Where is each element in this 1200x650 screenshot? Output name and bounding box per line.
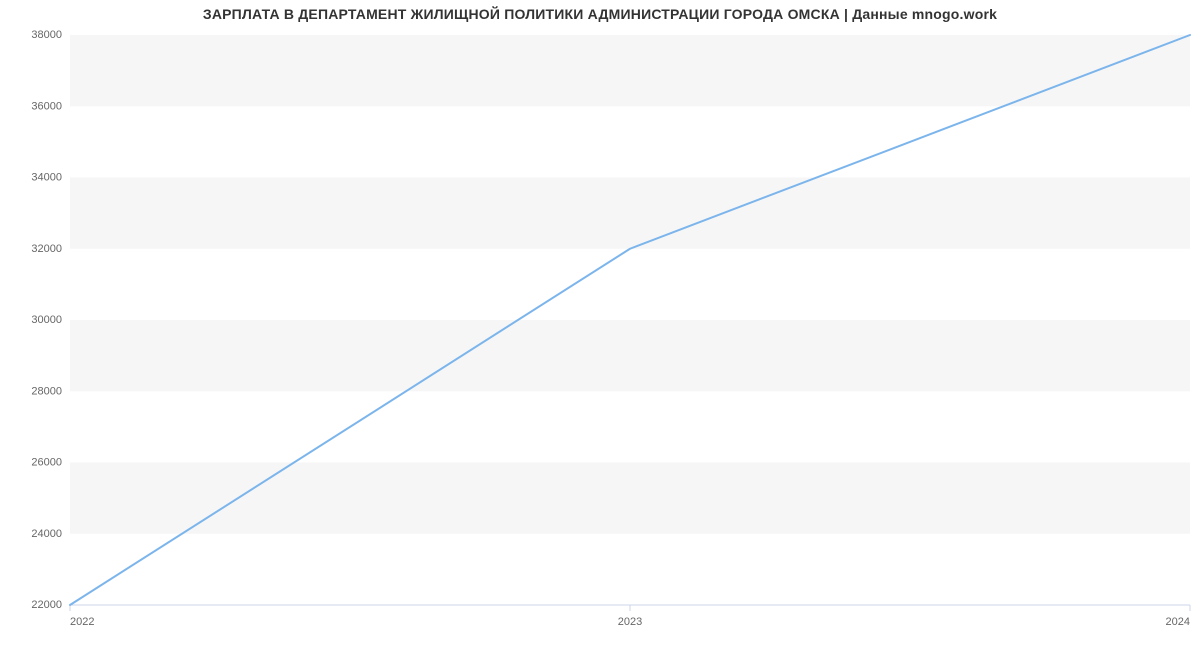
plot-band	[70, 391, 1190, 462]
y-tick-label: 34000	[31, 171, 62, 183]
y-tick-label: 36000	[31, 100, 62, 112]
y-tick-label: 32000	[31, 243, 62, 255]
salary-line-chart: ЗАРПЛАТА В ДЕПАРТАМЕНТ ЖИЛИЩНОЙ ПОЛИТИКИ…	[0, 0, 1200, 650]
x-tick-label: 2022	[70, 616, 94, 628]
y-tick-label: 38000	[31, 29, 62, 41]
y-tick-label: 22000	[31, 599, 62, 611]
plot-band	[70, 35, 1190, 106]
chart-svg: 22000 24000 26000 28000 30000 32000 34000 36000…	[0, 0, 1200, 650]
plot-bands	[70, 35, 1190, 605]
x-tick-label: 2023	[618, 616, 642, 628]
plot-band	[70, 249, 1190, 320]
chart-title: ЗАРПЛАТА В ДЕПАРТАМЕНТ ЖИЛИЩНОЙ ПОЛИТИКИ…	[0, 6, 1200, 22]
x-axis: 2022 2023 2024	[70, 605, 1190, 628]
x-tick-label: 2024	[1166, 616, 1190, 628]
y-axis: 22000 24000 26000 28000 30000 32000 34000 36000…	[31, 29, 62, 611]
plot-band	[70, 534, 1190, 605]
plot-band	[70, 178, 1190, 249]
y-tick-label: 28000	[31, 385, 62, 397]
plot-band	[70, 320, 1190, 391]
y-tick-label: 26000	[31, 456, 62, 468]
y-tick-label: 24000	[31, 528, 62, 540]
y-tick-label: 30000	[31, 314, 62, 326]
plot-band	[70, 106, 1190, 177]
